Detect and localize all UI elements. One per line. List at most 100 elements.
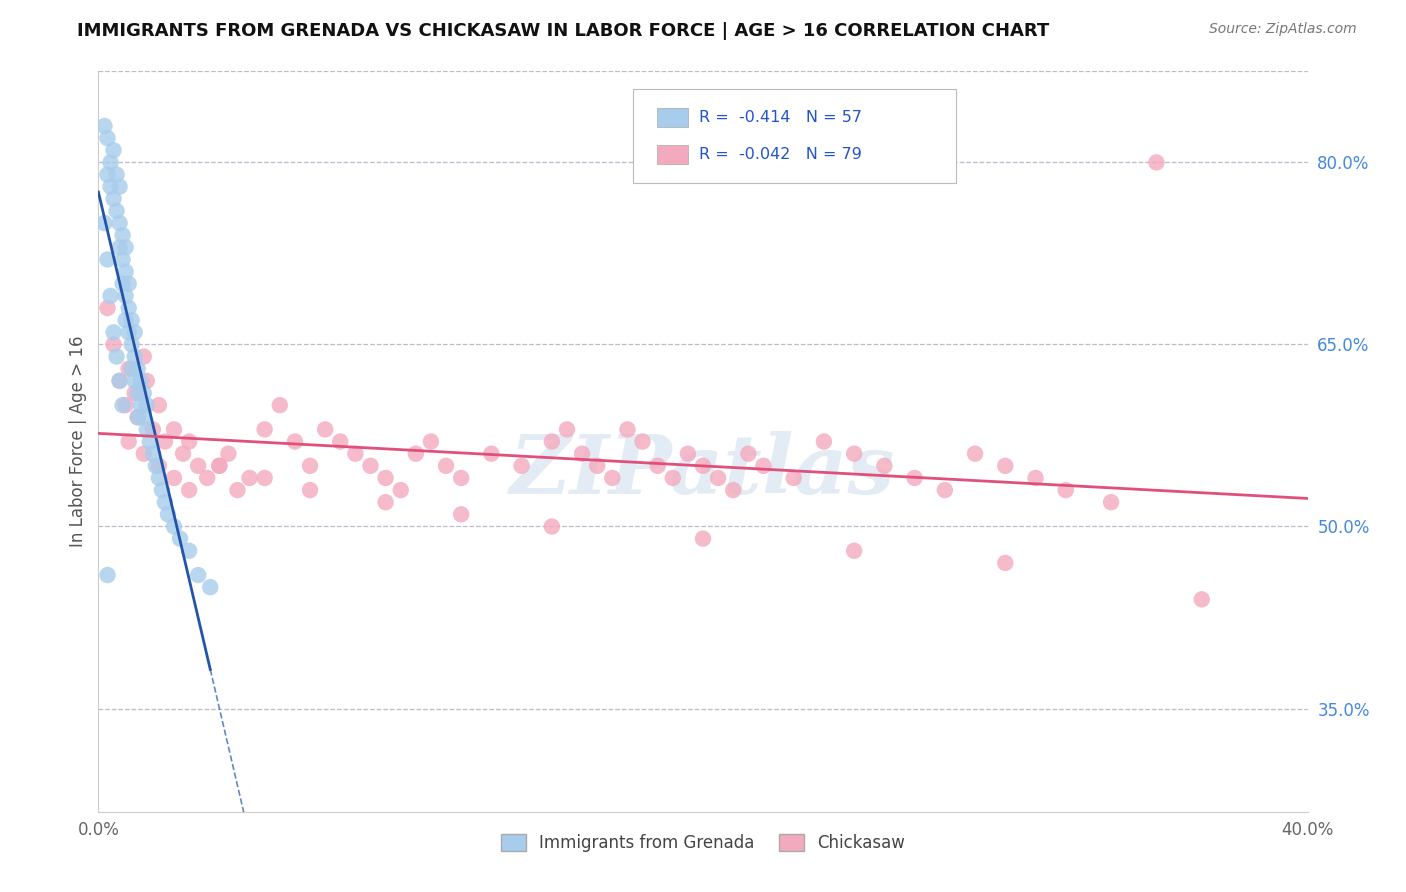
Point xyxy=(450,508,472,522)
Point xyxy=(692,458,714,473)
Point xyxy=(299,458,322,473)
Point xyxy=(208,458,231,473)
Point xyxy=(96,301,118,315)
Point xyxy=(132,447,155,461)
Point xyxy=(100,179,122,194)
Point xyxy=(105,203,128,218)
Point xyxy=(179,543,201,558)
Point xyxy=(156,508,179,522)
Point xyxy=(692,532,714,546)
Point xyxy=(172,447,194,461)
Point xyxy=(420,434,443,449)
Point xyxy=(813,434,835,449)
Point xyxy=(586,458,609,473)
Point xyxy=(434,458,457,473)
Point xyxy=(124,350,146,364)
Point xyxy=(103,337,125,351)
Point xyxy=(389,483,412,497)
Point xyxy=(132,386,155,401)
Point xyxy=(135,374,157,388)
Point xyxy=(208,458,231,473)
Point xyxy=(114,265,136,279)
Point xyxy=(148,398,170,412)
Point xyxy=(510,458,533,473)
Point xyxy=(723,483,745,497)
Point xyxy=(108,374,131,388)
Point xyxy=(153,495,176,509)
Point xyxy=(200,580,222,594)
Point xyxy=(631,434,654,449)
Point xyxy=(129,398,152,412)
Point xyxy=(127,361,149,376)
Point xyxy=(108,240,131,254)
Point xyxy=(1191,592,1213,607)
Point xyxy=(114,398,136,412)
Point xyxy=(737,447,759,461)
Point xyxy=(96,131,118,145)
Y-axis label: In Labor Force | Age > 16: In Labor Force | Age > 16 xyxy=(69,335,87,548)
Point xyxy=(163,422,186,436)
Point xyxy=(374,495,396,509)
Point xyxy=(145,458,167,473)
Point xyxy=(555,422,578,436)
Point xyxy=(108,374,131,388)
Point xyxy=(163,471,186,485)
Point xyxy=(965,447,987,461)
Point xyxy=(103,192,125,206)
Text: R =  -0.414   N = 57: R = -0.414 N = 57 xyxy=(699,110,862,125)
Point xyxy=(360,458,382,473)
Point xyxy=(132,350,155,364)
Point xyxy=(127,410,149,425)
Point xyxy=(647,458,669,473)
Point xyxy=(844,543,866,558)
Point xyxy=(121,313,143,327)
Point xyxy=(127,410,149,425)
Point xyxy=(118,326,141,340)
Point xyxy=(96,252,118,267)
Point xyxy=(135,398,157,412)
Point xyxy=(96,168,118,182)
Point xyxy=(142,422,165,436)
Point xyxy=(934,483,956,497)
Point xyxy=(707,471,730,485)
Text: Source: ZipAtlas.com: Source: ZipAtlas.com xyxy=(1209,22,1357,37)
Point xyxy=(661,471,683,485)
Point xyxy=(108,216,131,230)
Point xyxy=(96,568,118,582)
Point xyxy=(100,289,122,303)
Point xyxy=(127,386,149,401)
Point xyxy=(481,447,503,461)
Point xyxy=(100,155,122,169)
Point xyxy=(217,447,239,461)
Point xyxy=(118,301,141,315)
Point xyxy=(344,447,367,461)
Point xyxy=(93,216,115,230)
Point xyxy=(187,568,209,582)
Point xyxy=(1054,483,1077,497)
Point xyxy=(616,422,638,436)
Point xyxy=(844,447,866,461)
Point xyxy=(1024,471,1046,485)
Legend: Immigrants from Grenada, Chickasaw: Immigrants from Grenada, Chickasaw xyxy=(494,828,912,859)
Point xyxy=(169,532,191,546)
Point xyxy=(299,483,322,497)
Point xyxy=(118,277,141,291)
Text: R =  -0.042   N = 79: R = -0.042 N = 79 xyxy=(699,147,862,162)
Point xyxy=(124,374,146,388)
Point xyxy=(118,434,141,449)
Point xyxy=(904,471,927,485)
Point xyxy=(179,483,201,497)
Point xyxy=(239,471,262,485)
Point xyxy=(108,179,131,194)
Point xyxy=(253,422,276,436)
Point xyxy=(124,386,146,401)
Point xyxy=(103,326,125,340)
Point xyxy=(124,326,146,340)
Point xyxy=(129,374,152,388)
Point xyxy=(105,350,128,364)
Point xyxy=(752,458,775,473)
Point xyxy=(121,337,143,351)
Point xyxy=(284,434,307,449)
Point xyxy=(163,519,186,533)
Text: ZIPatlas: ZIPatlas xyxy=(510,431,896,511)
